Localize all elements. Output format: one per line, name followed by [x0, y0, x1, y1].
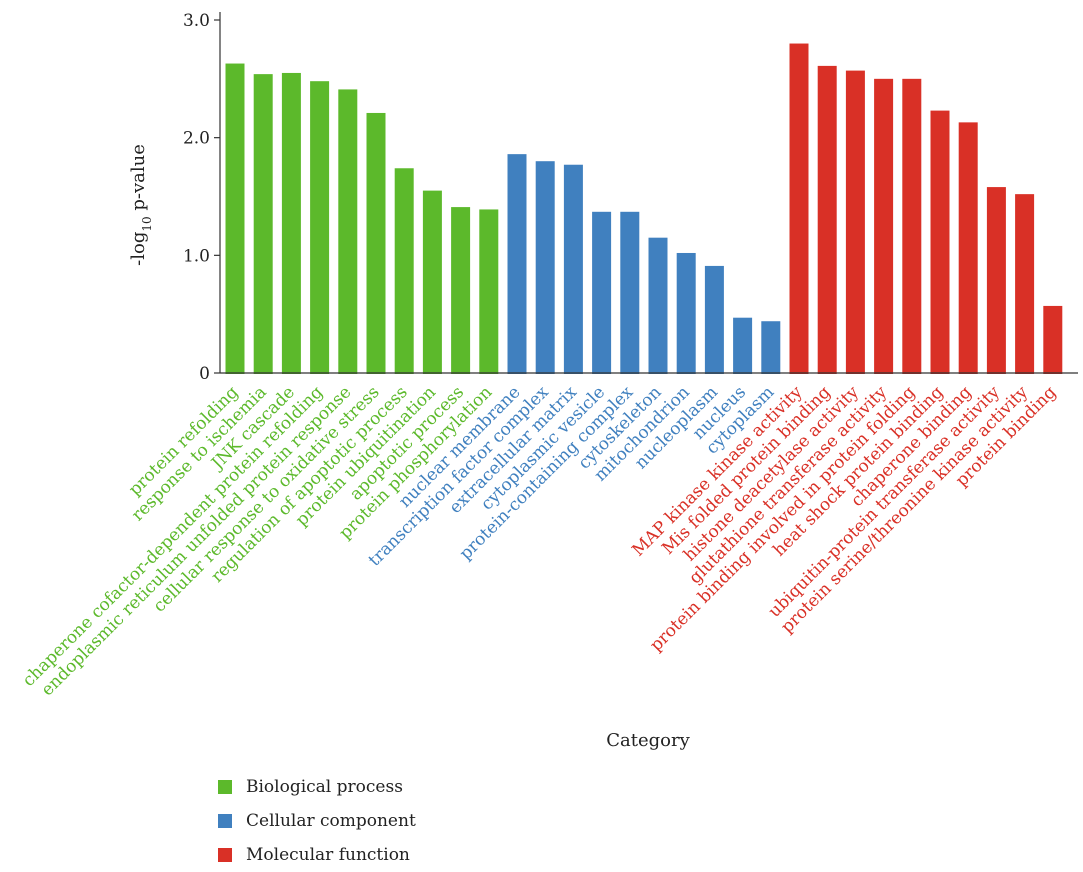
bar: [817, 65, 837, 374]
y-tick-label: 1.0: [183, 246, 210, 266]
bar: [902, 78, 922, 374]
y-axis-title-suffix: p-value: [128, 144, 149, 216]
legend-item-cellular-component: Cellular component: [218, 804, 416, 838]
legend-item-biological-process: Biological process: [218, 770, 416, 804]
legend-label-biological-process: Biological process: [246, 777, 403, 797]
bar: [874, 78, 894, 374]
bar: [930, 110, 950, 374]
bar: [535, 161, 555, 374]
legend-label-molecular-function: Molecular function: [246, 845, 410, 865]
bar: [958, 122, 978, 375]
bar: [225, 63, 245, 374]
y-tick-label: 2.0: [183, 129, 210, 149]
bar: [394, 168, 414, 374]
bar: [761, 321, 781, 374]
y-axis-title-subscript: 10: [140, 216, 154, 231]
legend-label-cellular-component: Cellular component: [246, 811, 416, 831]
bar: [338, 89, 358, 374]
bar: [253, 74, 273, 375]
bar: [845, 70, 865, 374]
legend-swatch-biological-process: [218, 780, 232, 794]
bar: [986, 187, 1006, 374]
bar: [1015, 194, 1035, 374]
bar: [310, 81, 330, 374]
y-tick-label: 0: [199, 364, 210, 384]
bar: [451, 207, 471, 374]
bar: [422, 190, 442, 374]
bar: [507, 154, 527, 374]
bar: [676, 252, 696, 374]
bar: [592, 211, 612, 374]
category-label: chaperone cofactor-dependent protein ref…: [19, 382, 327, 690]
legend-swatch-molecular-function: [218, 848, 232, 862]
y-tick-label: 3.0: [183, 11, 210, 31]
bar: [733, 317, 753, 374]
bar: [563, 164, 583, 374]
legend-swatch-cellular-component: [218, 814, 232, 828]
bar: [1043, 305, 1063, 374]
bar: [366, 112, 386, 374]
bar: [704, 265, 724, 374]
x-axis-title: Category: [606, 730, 690, 751]
legend: Biological process Cellular component Mo…: [218, 770, 416, 872]
y-axis-title: -log10 p-value: [128, 144, 154, 266]
y-axis-title-prefix: -log: [128, 232, 149, 266]
bars: [225, 43, 1063, 375]
bar: [479, 209, 499, 374]
bar: [648, 237, 668, 374]
bar: [620, 211, 640, 374]
y-axis: 0 1.0 2.0 3.0: [183, 11, 221, 384]
bar: [281, 72, 301, 374]
bar: [789, 43, 809, 375]
legend-item-molecular-function: Molecular function: [218, 838, 416, 872]
